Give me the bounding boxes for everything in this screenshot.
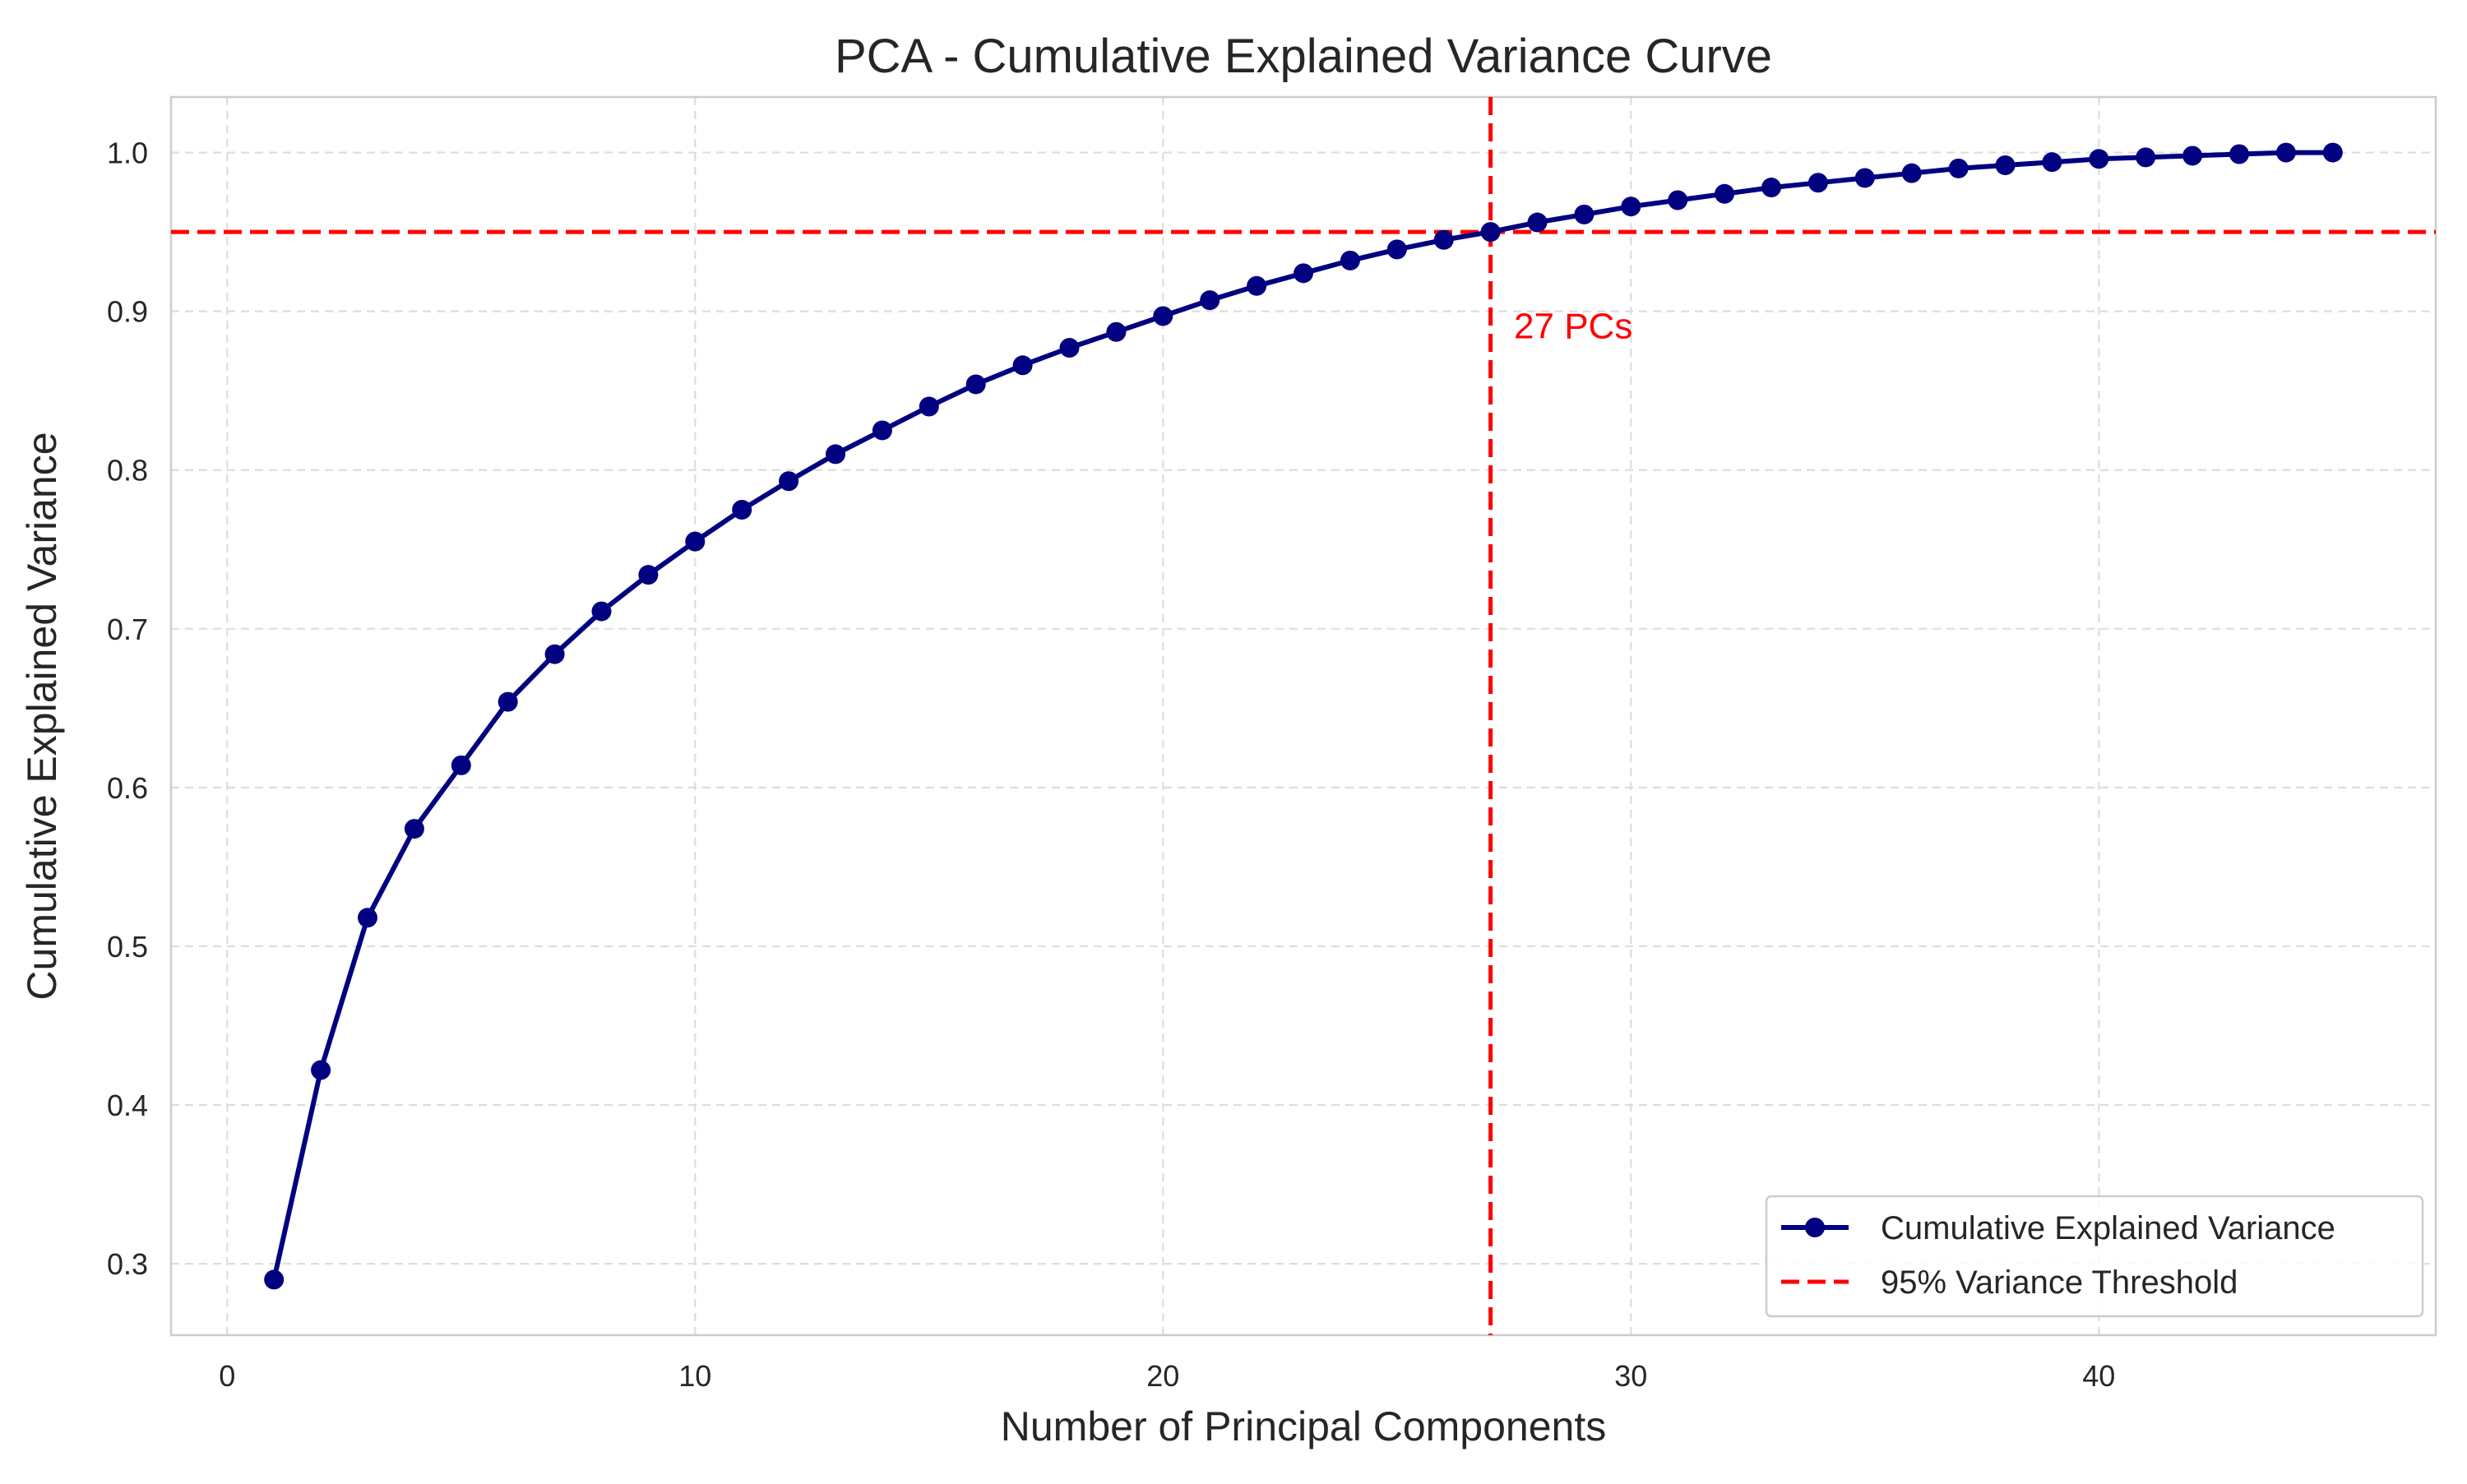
data-point [1715, 183, 1735, 204]
data-point [451, 755, 471, 775]
y-tick-label: 0.8 [107, 454, 148, 488]
threshold-annotation: 27 PCs [1514, 306, 1632, 346]
data-point [1200, 290, 1220, 311]
data-point [2136, 147, 2156, 168]
data-point [1480, 222, 1501, 243]
tick-labels-layer: 0 10 20 30 40 0.3 0.4 0.5 0.6 0.7 0.8 0.9 1.0 [107, 136, 2115, 1393]
data-point [2322, 142, 2343, 163]
y-tick-label: 0.3 [107, 1247, 148, 1281]
data-point [1527, 212, 1548, 233]
data-point [1995, 155, 2016, 176]
y-tick-label: 1.0 [107, 136, 148, 170]
data-point [311, 1060, 331, 1080]
data-point [1807, 173, 1828, 193]
data-point [2042, 152, 2062, 173]
chart-title: PCA - Cumulative Explained Variance Curv… [835, 30, 1772, 83]
data-point [498, 691, 518, 712]
legend-box [1765, 1195, 2424, 1318]
data-point [919, 396, 939, 417]
y-tick-label: 0.9 [107, 295, 148, 329]
x-tick-label: 20 [1146, 1359, 1179, 1393]
y-tick-label: 0.6 [107, 771, 148, 805]
legend-series-marker [1805, 1218, 1825, 1237]
data-point [357, 908, 377, 928]
data-point [1153, 306, 1173, 326]
data-point [2089, 149, 2109, 169]
data-point [1574, 204, 1595, 224]
x-tick-label: 10 [678, 1359, 711, 1393]
y-tick-label: 0.5 [107, 930, 148, 964]
data-point [1761, 178, 1782, 198]
data-point [1059, 338, 1080, 358]
legend-threshold-label: 95% Variance Threshold [1881, 1264, 2238, 1301]
series-layer [264, 142, 2343, 1290]
x-tick-label: 40 [2082, 1359, 2115, 1393]
data-point [1433, 229, 1454, 250]
data-point [544, 644, 565, 664]
data-point [1340, 250, 1360, 270]
x-axis-label: Number of Principal Components [1001, 1403, 1606, 1449]
data-point [404, 819, 424, 839]
data-point [1948, 158, 1969, 178]
data-point [1854, 168, 1875, 188]
data-point [2182, 146, 2203, 166]
x-tick-label: 0 [219, 1359, 235, 1393]
data-point [1621, 196, 1641, 217]
data-point [1386, 239, 1407, 260]
plot-frame [169, 95, 2437, 1337]
data-point [872, 420, 892, 441]
data-point [638, 565, 659, 585]
data-point [1901, 163, 1922, 183]
data-point [1106, 321, 1127, 342]
data-point [591, 601, 612, 622]
data-point [1668, 190, 1688, 210]
data-point [2229, 144, 2250, 164]
data-point [685, 531, 706, 552]
data-point [732, 500, 752, 520]
data-point [1012, 355, 1033, 376]
data-point [779, 471, 799, 492]
data-point [1247, 275, 1267, 296]
data-point [264, 1269, 285, 1290]
data-point [2275, 142, 2296, 163]
legend-series-label: Cumulative Explained Variance [1881, 1210, 2335, 1246]
x-tick-label: 30 [1614, 1359, 1647, 1393]
data-point [1294, 263, 1313, 284]
data-point [965, 374, 986, 395]
reference-lines-layer [171, 97, 2436, 1335]
y-axis-label: Cumulative Explained Variance [19, 432, 65, 1000]
data-point [825, 444, 845, 465]
y-tick-label: 0.4 [107, 1089, 148, 1122]
legend: Cumulative Explained Variance 95% Varian… [1765, 1195, 2424, 1318]
y-tick-label: 0.7 [107, 613, 148, 646]
